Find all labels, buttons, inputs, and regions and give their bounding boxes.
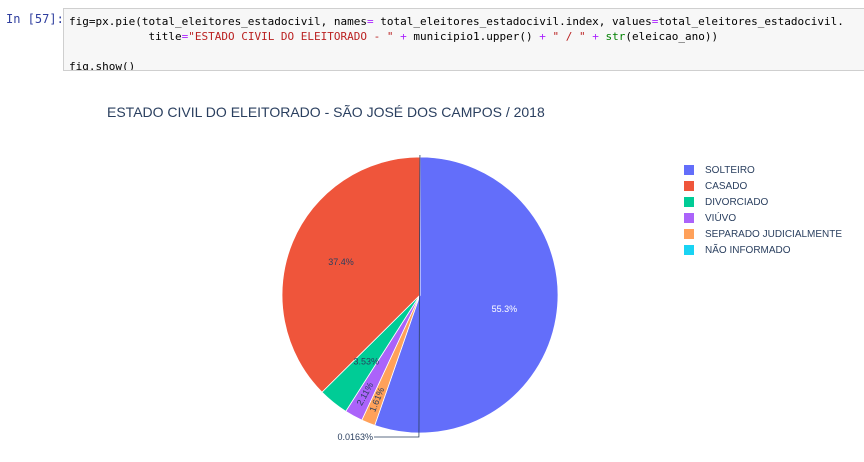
legend-swatch — [684, 229, 694, 239]
code-token: fig=px.pie(total_eleitores_estadocivil, … — [69, 15, 368, 28]
code-token: fig.show() — [69, 60, 136, 71]
pie-label-divorciado: 3.53% — [354, 357, 380, 367]
code-editor[interactable]: fig=px.pie(total_eleitores_estadocivil, … — [64, 9, 864, 71]
code-token: " / " — [552, 30, 586, 43]
code-token: + — [539, 30, 553, 43]
pie-label-solteiro: 55.3% — [492, 304, 518, 314]
legend-swatch — [684, 245, 694, 255]
legend-label: SOLTEIRO — [705, 164, 755, 176]
pie-label-casado: 37.4% — [328, 257, 354, 267]
legend-item-nao-informado[interactable]: NÃO INFORMADO — [684, 242, 842, 258]
legend-item-solteiro[interactable]: SOLTEIRO — [684, 162, 842, 178]
legend-item-casado[interactable]: CASADO — [684, 178, 842, 194]
code-token: title — [69, 30, 182, 43]
cell-prompt: In [57]: — [6, 12, 64, 26]
code-token: = — [367, 15, 374, 28]
code-token: = — [651, 15, 659, 28]
code-token: "ESTADO CIVIL DO ELEITORADO - " — [188, 30, 394, 43]
pie-slices — [281, 156, 559, 434]
code-token: municipio1.upper() — [413, 30, 540, 43]
pie-label-nao-informado: 0.0163% — [337, 432, 373, 442]
legend-item-separado-judicialmente[interactable]: SEPARADO JUDICIALMENTE — [684, 226, 842, 242]
legend-item-divorciado[interactable]: DIVORCIADO — [684, 194, 842, 210]
chart-legend: SOLTEIRO CASADO DIVORCIADO VIÚVO SEPARADO JU… — [684, 162, 842, 258]
chart-title: ESTADO CIVIL DO ELEITORADO - SÃO JOSÉ DO… — [107, 104, 545, 120]
legend-label: NÃO INFORMADO — [705, 244, 791, 256]
legend-swatch — [684, 197, 694, 207]
legend-swatch — [684, 213, 694, 223]
code-token: total_eleitores_estadocivil.index, value… — [373, 15, 652, 28]
code-cell[interactable]: fig=px.pie(total_eleitores_estadocivil, … — [63, 8, 864, 71]
pie-leader-line-nao-informado — [374, 154, 421, 438]
legend-label: VIÚVO — [705, 212, 737, 224]
code-token: str — [605, 30, 626, 43]
legend-label: SEPARADO JUDICIALMENTE — [705, 228, 843, 240]
code-token: + — [393, 30, 414, 43]
legend-item-viuvo[interactable]: VIÚVO — [684, 210, 842, 226]
legend-swatch — [684, 165, 694, 175]
legend-label: DIVORCIADO — [705, 196, 769, 208]
code-token: + — [585, 30, 606, 43]
legend-swatch — [684, 181, 694, 191]
legend-label: CASADO — [705, 180, 748, 192]
pie-slice-casado[interactable] — [281, 156, 421, 393]
code-token: = — [181, 30, 189, 43]
code-token: (eleicao_ano)) — [625, 30, 719, 43]
code-token: total_eleitores_estadocivil. — [658, 15, 844, 28]
pie-slice-solteiro[interactable] — [374, 156, 559, 434]
